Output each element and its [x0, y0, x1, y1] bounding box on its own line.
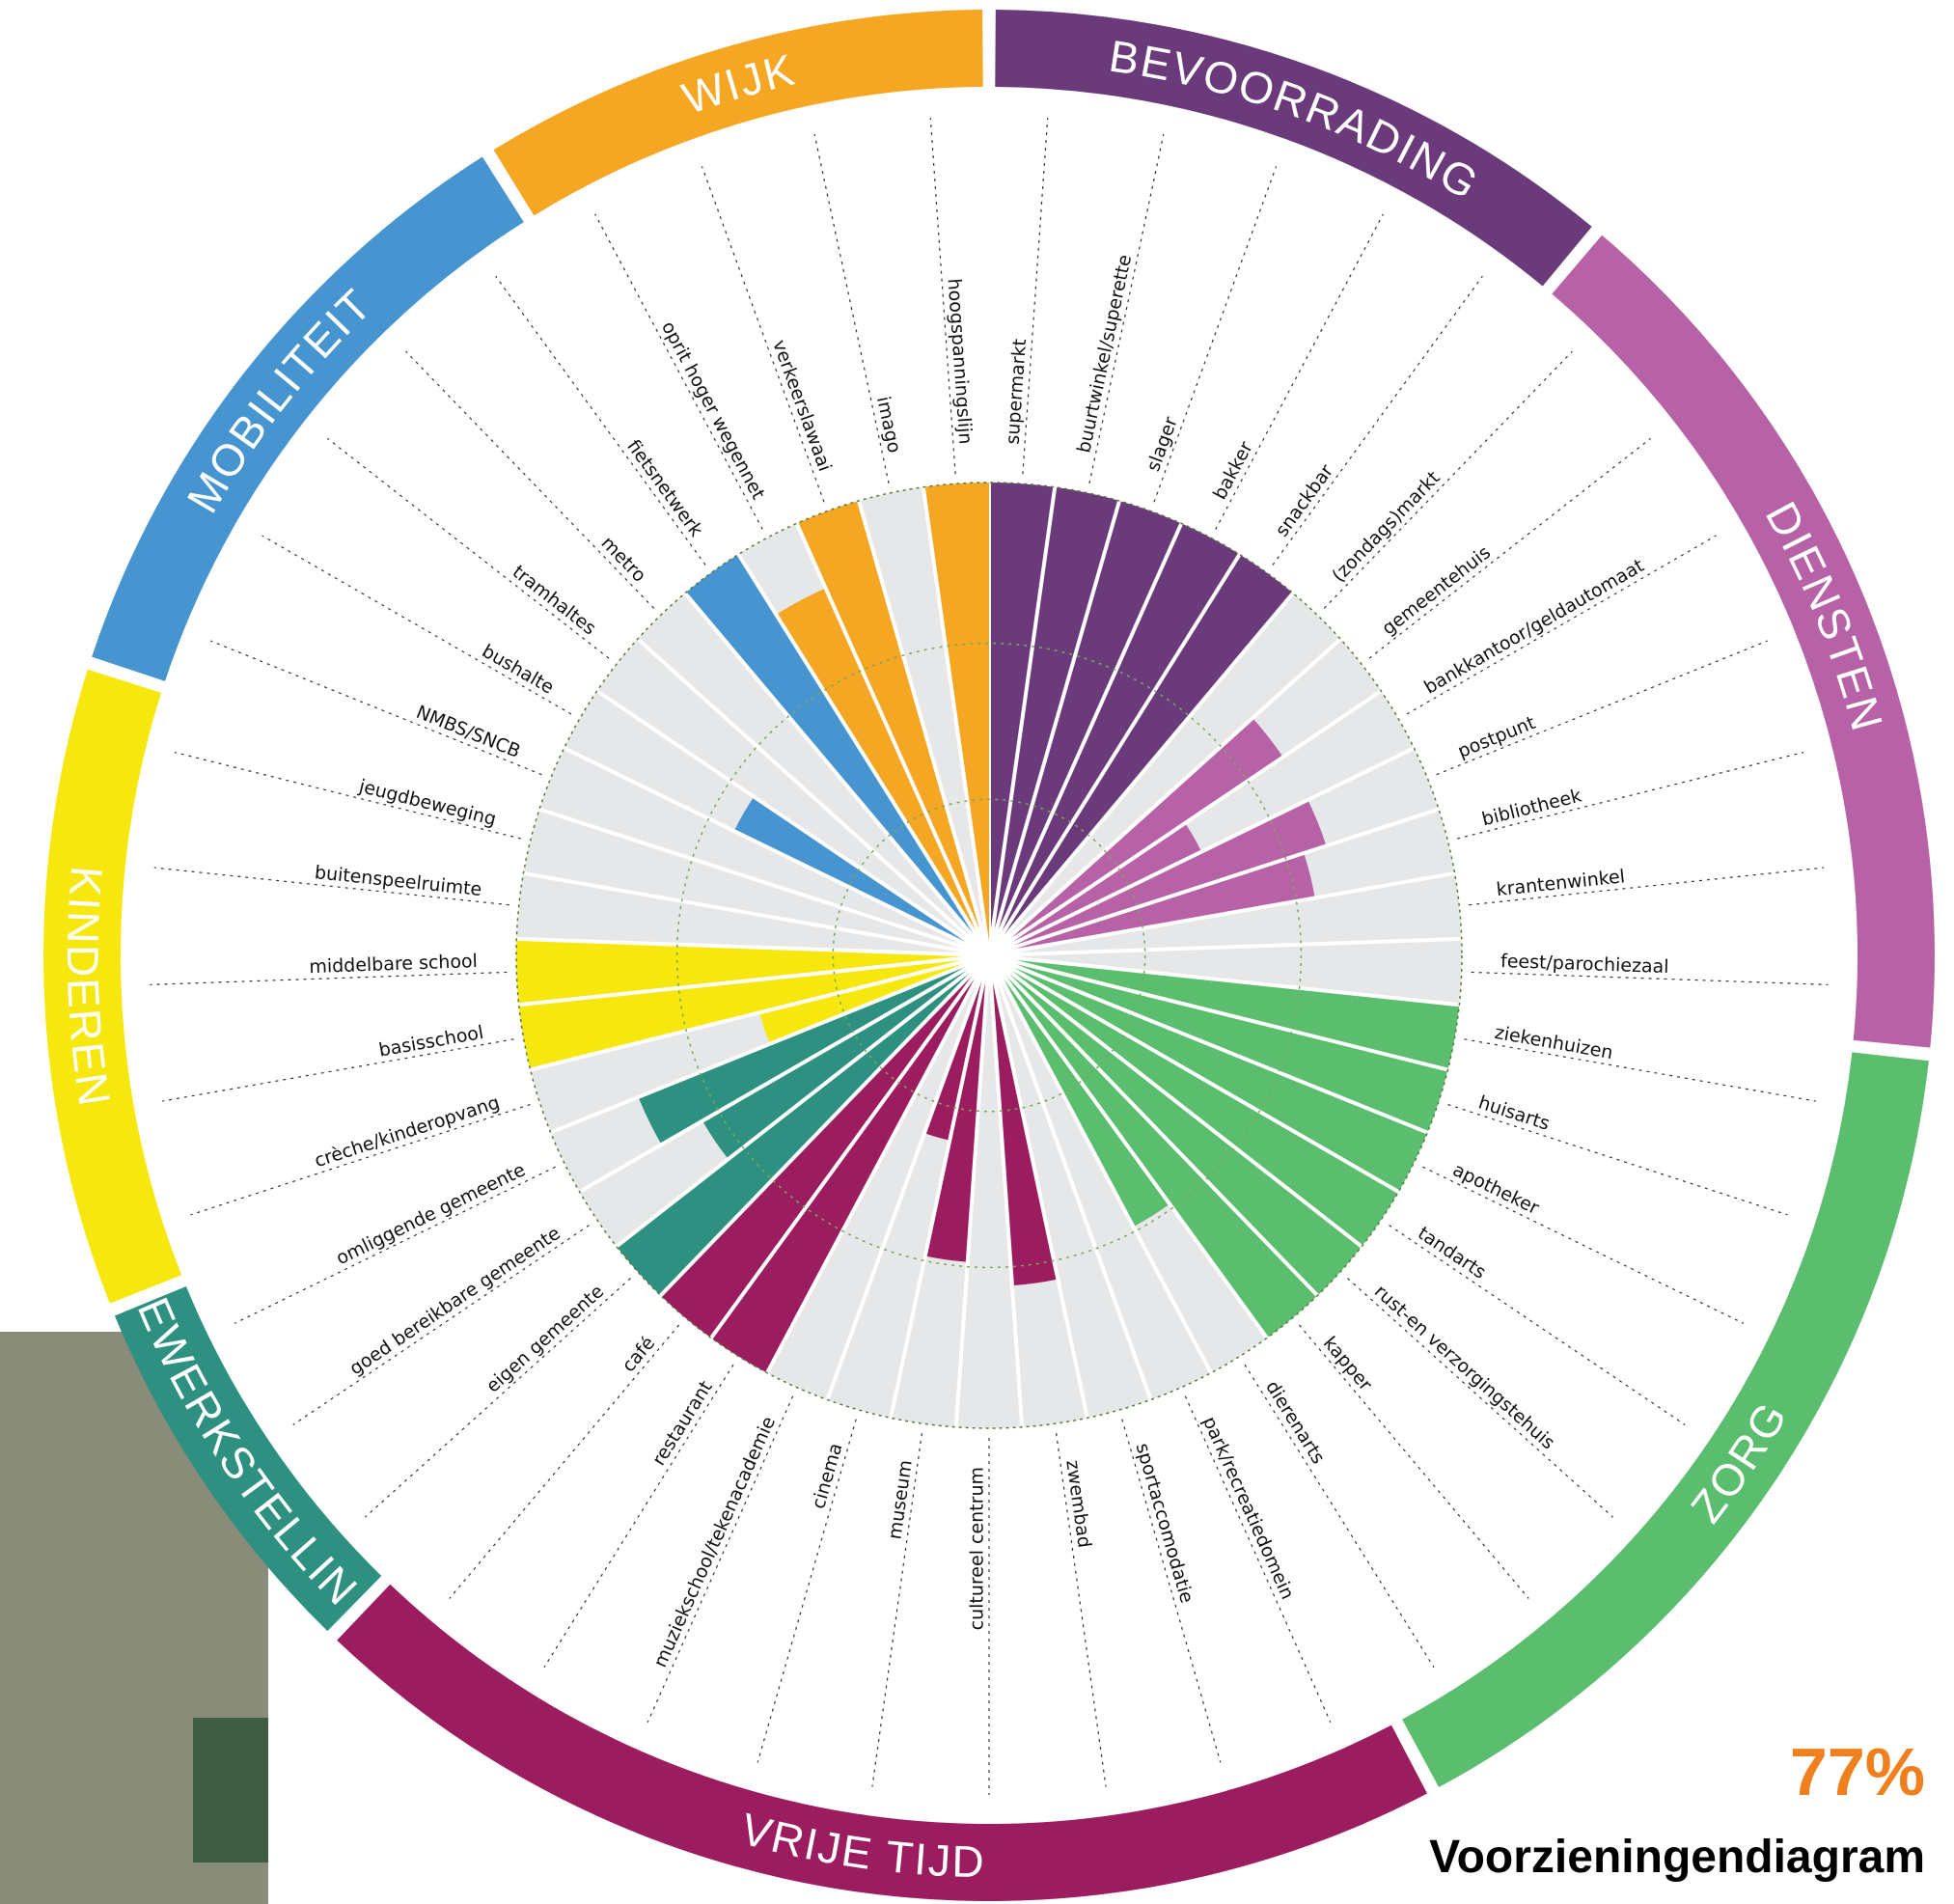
category-label: cultureel centrum — [967, 1467, 988, 1630]
aerial-photo-pool — [193, 1718, 268, 1863]
bars — [516, 483, 1462, 1428]
chart: 77% Voorzieningendiagram supermarktbuurt… — [0, 0, 1954, 1904]
score: 77% — [1790, 1734, 1925, 1809]
chart-title: Voorzieningendiagram — [1429, 1832, 1925, 1883]
